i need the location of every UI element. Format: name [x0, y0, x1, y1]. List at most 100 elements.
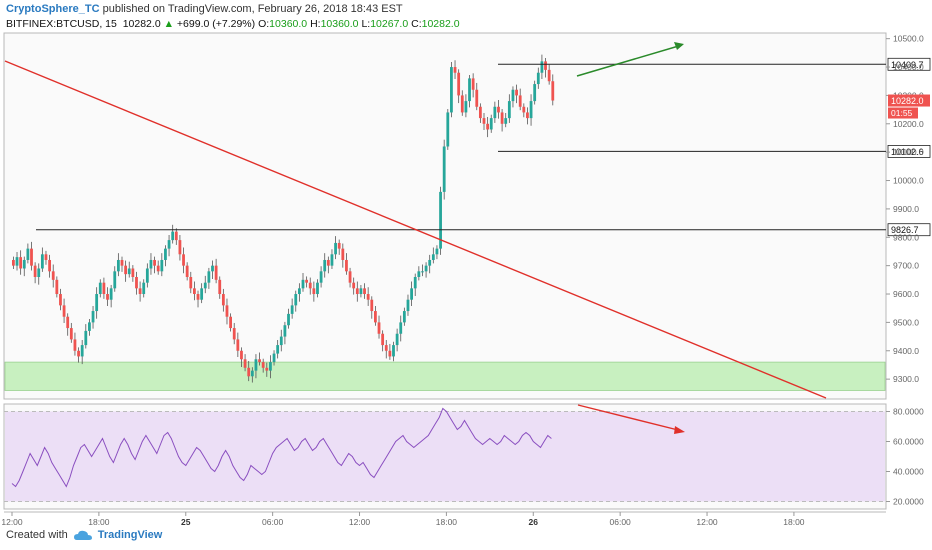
candle — [399, 322, 403, 334]
candle — [290, 305, 294, 314]
level-label: 10102.6 — [891, 147, 924, 157]
x-tick-label: 12:00 — [349, 517, 371, 527]
candle — [214, 265, 218, 280]
candle — [232, 328, 236, 340]
candle — [26, 248, 30, 260]
candle — [200, 288, 204, 300]
rsi-divergence-arrowhead — [674, 426, 685, 434]
countdown-box — [888, 107, 918, 119]
candle — [185, 265, 189, 277]
level-label: 10409.7 — [891, 60, 924, 70]
candle — [337, 242, 341, 249]
candle — [84, 330, 88, 346]
candle — [312, 288, 316, 295]
price-tick-label: 10100.0 — [893, 147, 924, 157]
symbol-label: BITFINEX:BTCUSD, 15 — [6, 18, 117, 30]
candle — [366, 294, 370, 300]
candle — [453, 67, 457, 73]
candle — [334, 242, 337, 255]
high-label: H: — [310, 18, 321, 30]
candle — [160, 259, 164, 272]
candle — [359, 288, 363, 295]
candle — [12, 259, 15, 266]
candle — [294, 294, 298, 306]
candle — [370, 299, 374, 312]
open-value: 10360.0 — [269, 18, 308, 30]
candle — [167, 240, 171, 249]
rsi-tick-label: 20.0000 — [893, 497, 924, 507]
x-tick-label: 12:00 — [696, 517, 718, 527]
price-pane — [3, 32, 887, 400]
candle — [33, 265, 37, 277]
price-tick-label: 10200.0 — [893, 119, 924, 129]
price-tick-label: 9500.0 — [893, 317, 919, 327]
candle — [254, 359, 258, 371]
candle — [348, 271, 352, 283]
candle — [44, 254, 48, 260]
candle — [308, 282, 312, 289]
candle — [258, 359, 261, 363]
candle — [207, 271, 211, 283]
publisher-name[interactable]: CryptoSphere_TC — [6, 3, 100, 15]
candle — [471, 78, 475, 90]
candle — [15, 257, 19, 266]
current-price-box — [888, 94, 930, 107]
level-label-box — [887, 145, 931, 158]
candle — [421, 271, 424, 273]
price-tick-label: 9600.0 — [893, 289, 919, 299]
candle — [377, 322, 381, 334]
x-tick-label: 06:00 — [610, 517, 632, 527]
candle — [424, 265, 428, 272]
candle — [229, 316, 232, 329]
current-price-label: 10282.0 — [891, 96, 924, 106]
tradingview-cloud-icon — [73, 530, 92, 540]
price-tick-label: 9700.0 — [893, 261, 919, 271]
candle — [174, 231, 178, 241]
candle — [522, 106, 526, 113]
candle — [417, 271, 421, 277]
rsi-divergence-line — [577, 404, 683, 432]
candle — [305, 279, 309, 283]
candle — [88, 322, 91, 331]
candle — [301, 279, 305, 289]
candle — [381, 333, 385, 346]
candle — [406, 299, 410, 312]
candle — [102, 282, 106, 295]
low-value: 10267.0 — [370, 18, 409, 30]
candle — [77, 350, 80, 357]
open-label: O: — [258, 18, 270, 30]
candle — [240, 350, 243, 360]
candle — [486, 123, 490, 130]
candle — [247, 367, 251, 377]
footer: Created with TradingView — [6, 529, 162, 541]
price-tick-label: 9400.0 — [893, 346, 919, 356]
candle — [388, 350, 392, 357]
candle — [182, 254, 185, 266]
price-tick-label: 9300.0 — [893, 374, 919, 384]
candle — [203, 282, 207, 289]
candle — [326, 259, 330, 266]
candle — [131, 268, 135, 277]
candle — [352, 282, 356, 289]
candle — [106, 294, 109, 300]
close-value: 10282.0 — [421, 18, 460, 30]
candle — [457, 72, 461, 96]
candle — [283, 325, 287, 337]
candle — [547, 69, 551, 82]
candle — [40, 254, 44, 269]
descending-trendline — [4, 60, 827, 399]
candle — [297, 288, 301, 295]
candle — [384, 345, 388, 351]
candle — [446, 112, 450, 147]
rsi-tick-label: 60.0000 — [893, 437, 924, 447]
candle — [138, 288, 142, 295]
tradingview-brand[interactable]: TradingView — [97, 529, 163, 541]
low-label: L: — [361, 18, 371, 30]
candle — [153, 259, 156, 266]
candle — [540, 61, 544, 73]
candle — [269, 362, 272, 371]
candle — [392, 345, 395, 357]
candle — [413, 277, 417, 289]
candle — [225, 305, 229, 317]
